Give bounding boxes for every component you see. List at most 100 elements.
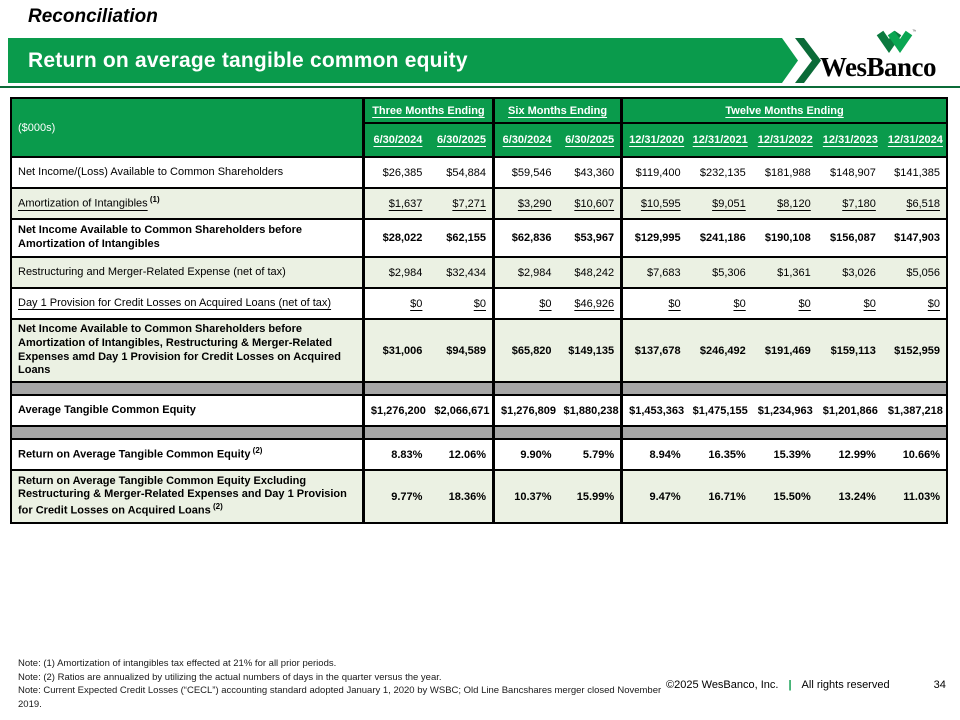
spacer-cell [751,381,817,396]
date-header-cell: 6/30/2024 [491,122,558,158]
value-cell: 13.24% [816,469,882,524]
spacer-cell [361,381,429,396]
spacer-cell [881,425,947,440]
value-cell: $3,290 [491,187,558,220]
value-cell: $1,387,218 [881,394,947,427]
date-header-cell: 12/31/2020 [620,122,687,158]
table-row: Net Income Available to Common Sharehold… [11,218,947,258]
value-cell: $148,907 [816,156,882,189]
table-row: Return on Average Tangible Common Equity… [11,438,947,471]
title-banner: Return on average tangible common equity [8,38,798,83]
value-cell: $7,271 [428,187,494,220]
value-cell: $5,306 [686,256,752,289]
header-divider [0,86,960,88]
value-cell: 10.66% [881,438,947,471]
row-label-cell: Amortization of Intangibles (1) [11,187,364,220]
svg-text:™: ™ [912,29,916,35]
spacer-cell [428,381,494,396]
footnotes: Note: (1) Amortization of intangibles ta… [18,657,668,711]
value-cell: $2,984 [491,256,558,289]
slide-kicker: Reconciliation [28,6,158,27]
value-cell: $241,186 [686,218,752,258]
spacer-cell [11,425,364,440]
value-cell: 8.94% [620,438,687,471]
copyright-separator: | [788,679,792,691]
spacer-cell [881,381,947,396]
value-cell: $1,361 [751,256,817,289]
spacer-cell [686,381,752,396]
value-cell: 16.71% [686,469,752,524]
table-row: Restructuring and Merger-Related Expense… [11,256,947,289]
value-cell: $129,995 [620,218,687,258]
spacer-row [11,425,947,440]
row-label-cell: Net Income Available to Common Sharehold… [11,218,364,258]
spacer-cell [428,425,494,440]
value-cell: $28,022 [361,218,429,258]
value-cell: $119,400 [620,156,687,189]
table-row: Net Income/(Loss) Available to Common Sh… [11,156,947,189]
value-cell: $156,087 [816,218,882,258]
value-cell: $54,884 [428,156,494,189]
banner-chevron-icon [795,38,821,83]
table-body: Net Income/(Loss) Available to Common Sh… [11,156,947,524]
spacer-cell [557,425,622,440]
value-cell: $1,880,238 [557,394,622,427]
value-cell: 10.37% [491,469,558,524]
value-cell: 15.50% [751,469,817,524]
value-cell: $8,120 [751,187,817,220]
value-cell: $62,155 [428,218,494,258]
value-cell: $0 [881,287,947,320]
value-cell: 9.47% [620,469,687,524]
table-row: Amortization of Intangibles (1) $1,637 $7,… [11,187,947,220]
footnote: Note: (2) Ratios are annualized by utili… [18,671,442,683]
spacer-cell [11,381,364,396]
value-cell: $149,135 [557,318,622,383]
value-cell: $0 [491,287,558,320]
value-cell: $1,475,155 [686,394,752,427]
value-cell: $191,469 [751,318,817,383]
page-number: 34 [933,679,946,691]
date-header-cell: 6/30/2025 [557,122,622,158]
spacer-cell [491,381,558,396]
value-cell: $152,959 [881,318,947,383]
value-cell: $65,820 [491,318,558,383]
value-cell: $1,276,200 [361,394,429,427]
value-cell: 16.35% [686,438,752,471]
row-label-cell: Net Income Available to Common Sharehold… [11,318,364,383]
value-cell: 9.77% [361,469,429,524]
value-cell: $1,276,809 [491,394,558,427]
value-cell: $2,066,671 [428,394,494,427]
value-cell: $26,385 [361,156,429,189]
value-cell: $190,108 [751,218,817,258]
value-cell: $5,056 [881,256,947,289]
value-cell: $246,492 [686,318,752,383]
value-cell: $1,201,866 [816,394,882,427]
group-header-cell: Three Months Ending [361,97,494,124]
table-row: Return on Average Tangible Common Equity… [11,469,947,524]
value-cell: 8.83% [361,438,429,471]
value-cell: $3,026 [816,256,882,289]
value-cell: $0 [686,287,752,320]
wesbanco-logo: ™ WesBanco [820,27,952,83]
spacer-cell [686,425,752,440]
value-cell: $0 [751,287,817,320]
value-cell: $10,595 [620,187,687,220]
table-row: Day 1 Provision for Credit Losses on Acq… [11,287,947,320]
row-label-cell: Day 1 Provision for Credit Losses on Acq… [11,287,364,320]
value-cell: $31,006 [361,318,429,383]
copyright-text: ©2025 WesBanco, Inc. [666,679,779,691]
unit-label-cell: ($000s) [11,97,364,158]
value-cell: $43,360 [557,156,622,189]
value-cell: $7,180 [816,187,882,220]
value-cell: $9,051 [686,187,752,220]
date-header-cell: 12/31/2022 [751,122,817,158]
value-cell: $62,836 [491,218,558,258]
spacer-cell [557,381,622,396]
value-cell: 9.90% [491,438,558,471]
value-cell: 15.39% [751,438,817,471]
value-cell: $94,589 [428,318,494,383]
value-cell: $0 [620,287,687,320]
spacer-cell [751,425,817,440]
value-cell: 5.79% [557,438,622,471]
value-cell: $0 [361,287,429,320]
